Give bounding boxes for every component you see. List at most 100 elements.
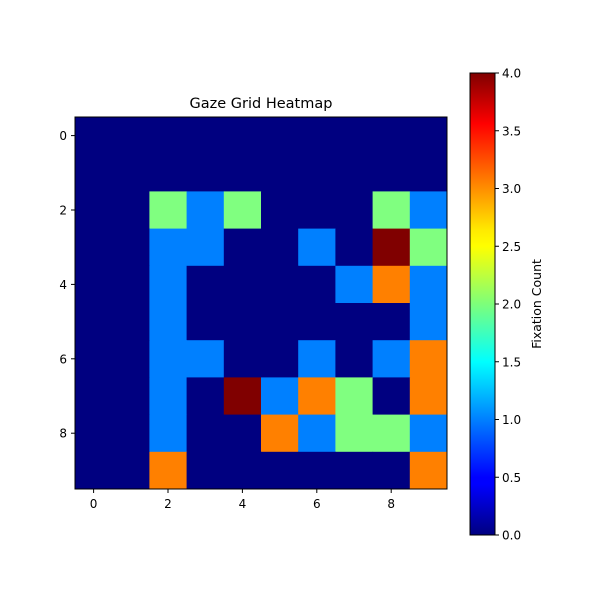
colorbar-tick-label: 1.5 [502, 355, 521, 369]
heatmap-cell-r2-c4 [223, 191, 262, 230]
chart-title: Gaze Grid Heatmap [190, 96, 333, 112]
heatmap-cell-r2-c1 [112, 191, 150, 230]
colorbar-tick-label: 3.0 [502, 182, 521, 196]
heatmap-cell-r0-c5 [261, 117, 299, 155]
heatmap-cell-r8-c1 [112, 414, 150, 453]
heatmap-cell-r5-c8 [372, 303, 411, 341]
heatmap-cell-r9-c2 [149, 451, 188, 490]
heatmap-cell-r1-c3 [186, 154, 225, 192]
heatmap-cell-r4-c2 [149, 265, 188, 304]
colorbar-tick-label: 1.0 [502, 413, 521, 427]
y-axis-ticks: 0 2 4 6 8 [59, 129, 75, 441]
colorbar-tick-label: 0.5 [502, 471, 521, 485]
heatmap-cell-r2-c2 [149, 191, 188, 230]
heatmap-cell-r9-c0 [75, 451, 113, 490]
heatmap-cell-r4-c8 [372, 265, 411, 304]
heatmap-cell-r4-c3 [186, 265, 225, 304]
heatmap-cell-r9-c8 [372, 451, 411, 490]
heatmap-cell-r2-c9 [409, 191, 448, 230]
heatmap-cell-r1-c2 [149, 154, 188, 192]
heatmap-cell-r6-c6 [298, 340, 336, 378]
y-tick-label: 0 [59, 129, 67, 143]
heatmap-cell-r3-c7 [335, 228, 374, 267]
heatmap-cell-r8-c0 [75, 414, 113, 453]
heatmap-cell-r1-c9 [409, 154, 448, 192]
colorbar-ticks: 0.0 0.5 1.0 1.5 2.0 2.5 3.0 3.5 4.0 [495, 67, 521, 543]
colorbar-tick-label: 4.0 [502, 67, 521, 81]
colorbar-tick-label: 0.0 [502, 529, 521, 543]
heatmap-cells [75, 117, 448, 490]
colorbar [469, 72, 496, 536]
y-tick-label: 2 [59, 204, 67, 218]
heatmap-cell-r0-c3 [186, 117, 225, 155]
heatmap-cell-r2-c6 [298, 191, 336, 230]
y-tick-label: 8 [59, 427, 67, 441]
heatmap-cell-r5-c5 [261, 303, 299, 341]
heatmap-cell-r8-c5 [261, 414, 299, 453]
heatmap-cell-r6-c1 [112, 340, 150, 378]
heatmap-cell-r9-c7 [335, 451, 374, 490]
heatmap-cell-r9-c3 [186, 451, 225, 490]
heatmap-cell-r2-c8 [372, 191, 411, 230]
heatmap-cell-r9-c4 [223, 451, 262, 490]
x-axis-ticks: 0 2 4 6 8 [90, 489, 395, 511]
heatmap-cell-r0-c1 [112, 117, 150, 155]
heatmap-cell-r7-c2 [149, 377, 188, 416]
heatmap-cell-r5-c0 [75, 303, 113, 341]
heatmap-cell-r6-c5 [261, 340, 299, 378]
heatmap-cell-r3-c5 [261, 228, 299, 267]
heatmap-cell-r9-c1 [112, 451, 150, 490]
heatmap-cell-r2-c0 [75, 191, 113, 230]
heatmap-cell-r7-c7 [335, 377, 374, 416]
x-tick-label: 2 [164, 497, 172, 511]
heatmap-cell-r3-c3 [186, 228, 225, 267]
y-tick-label: 4 [59, 278, 67, 292]
heatmap-cell-r1-c4 [223, 154, 262, 192]
heatmap-cell-r0-c9 [409, 117, 448, 155]
colorbar-tick-label: 2.0 [502, 298, 521, 312]
heatmap-cell-r6-c3 [186, 340, 225, 378]
heatmap-cell-r3-c9 [409, 228, 448, 267]
heatmap-cell-r3-c6 [298, 228, 336, 267]
heatmap-cell-r6-c2 [149, 340, 188, 378]
heatmap-cell-r1-c7 [335, 154, 374, 192]
heatmap-cell-r7-c3 [186, 377, 225, 416]
x-tick-label: 4 [239, 497, 247, 511]
heatmap-cell-r1-c8 [372, 154, 411, 192]
heatmap-cell-r4-c6 [298, 265, 336, 304]
heatmap-cell-r3-c1 [112, 228, 150, 267]
heatmap-cell-r0-c0 [75, 117, 113, 155]
colorbar-tick-label: 3.5 [502, 124, 521, 138]
heatmap-cell-r8-c4 [223, 414, 262, 453]
heatmap-cell-r2-c7 [335, 191, 374, 230]
heatmap-cell-r8-c8 [372, 414, 411, 453]
heatmap-cell-r7-c1 [112, 377, 150, 416]
heatmap-cell-r0-c4 [223, 117, 262, 155]
heatmap-cell-r0-c8 [372, 117, 411, 155]
heatmap-cell-r1-c5 [261, 154, 299, 192]
heatmap-cell-r2-c3 [186, 191, 225, 230]
heatmap-cell-r0-c6 [298, 117, 336, 155]
colorbar-tick-label: 2.5 [502, 240, 521, 254]
heatmap-cell-r7-c6 [298, 377, 336, 416]
heatmap-cell-r8-c7 [335, 414, 374, 453]
heatmap-cell-r0-c2 [149, 117, 188, 155]
heatmap-cell-r5-c1 [112, 303, 150, 341]
heatmap-cell-r7-c8 [372, 377, 411, 416]
heatmap-cell-r3-c4 [223, 228, 262, 267]
heatmap-cell-r9-c5 [261, 451, 299, 490]
heatmap-cell-r3-c8 [372, 228, 411, 267]
heatmap-cell-r3-c0 [75, 228, 113, 267]
heatmap-cell-r6-c7 [335, 340, 374, 378]
heatmap-cell-r1-c1 [112, 154, 150, 192]
heatmap-cell-r0-c7 [335, 117, 374, 155]
heatmap-cell-r6-c4 [223, 340, 262, 378]
heatmap-cell-r9-c6 [298, 451, 336, 490]
heatmap-cell-r7-c5 [261, 377, 299, 416]
heatmap-cell-r6-c8 [372, 340, 411, 378]
heatmap-cell-r7-c4 [223, 377, 262, 416]
heatmap-cell-r1-c6 [298, 154, 336, 192]
heatmap-cell-r5-c2 [149, 303, 188, 341]
heatmap-cell-r5-c7 [335, 303, 374, 341]
heatmap-cell-r8-c3 [186, 414, 225, 453]
